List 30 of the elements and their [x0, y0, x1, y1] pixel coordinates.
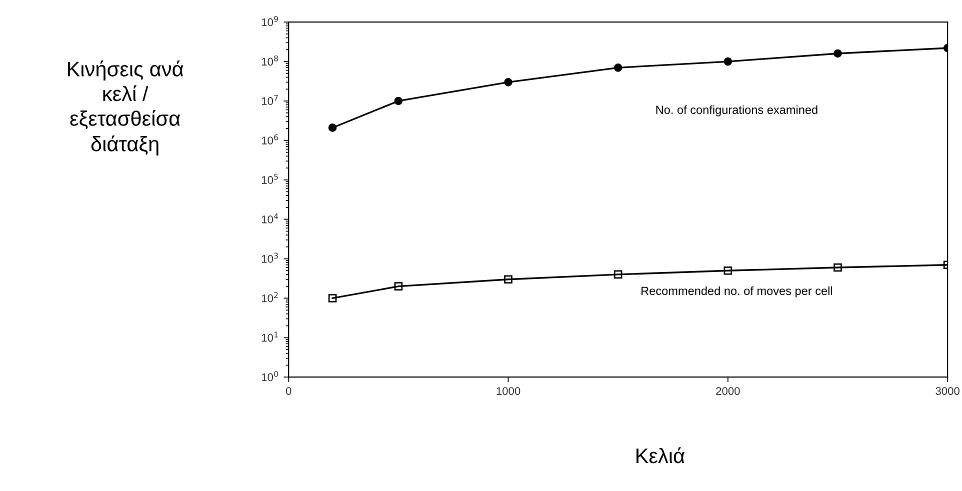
- point: [504, 78, 512, 86]
- y-tick-label: 10$^{0}$: [262, 371, 278, 382]
- point: [394, 282, 403, 290]
- point: [834, 263, 842, 272]
- point: [394, 96, 403, 106]
- x-tick-label: 2000: [716, 387, 740, 395]
- x-tick-label: 1000: [496, 387, 520, 395]
- y-axis-title: Κινήσεις ανά κελί / εξετασθείσα διάταξη: [68, 60, 184, 156]
- point: [614, 63, 622, 72]
- y-tick-label: 10$^{6}$: [262, 134, 278, 144]
- y-tick-label: 10$^{9}$: [262, 16, 278, 26]
- point: [614, 270, 622, 279]
- y-tick-label: 10$^{3}$: [262, 252, 278, 263]
- y-tick-label: 10$^{1}$: [262, 332, 278, 342]
- y-tick-label: 10$^{8}$: [262, 55, 278, 66]
- point: [724, 266, 732, 275]
- x-tick-label: 3000: [936, 387, 960, 395]
- point: [328, 294, 337, 302]
- annotation: No. of configurations examined: [656, 105, 818, 116]
- y-tick-label: 10$^{7}$: [262, 95, 278, 106]
- point: [724, 57, 732, 66]
- y-tick-label: 10$^{4}$: [262, 213, 278, 224]
- x-axis-title: Κελιά: [636, 447, 684, 464]
- y-tick-label: 10$^{2}$: [262, 292, 278, 302]
- x-tick-label: 0: [286, 387, 292, 395]
- y-tick-label: 10$^{5}$: [262, 174, 278, 184]
- annotation: Recommended no. of moves per cell: [642, 286, 832, 298]
- point: [834, 49, 842, 58]
- point: [328, 124, 337, 132]
- point: [504, 275, 512, 284]
